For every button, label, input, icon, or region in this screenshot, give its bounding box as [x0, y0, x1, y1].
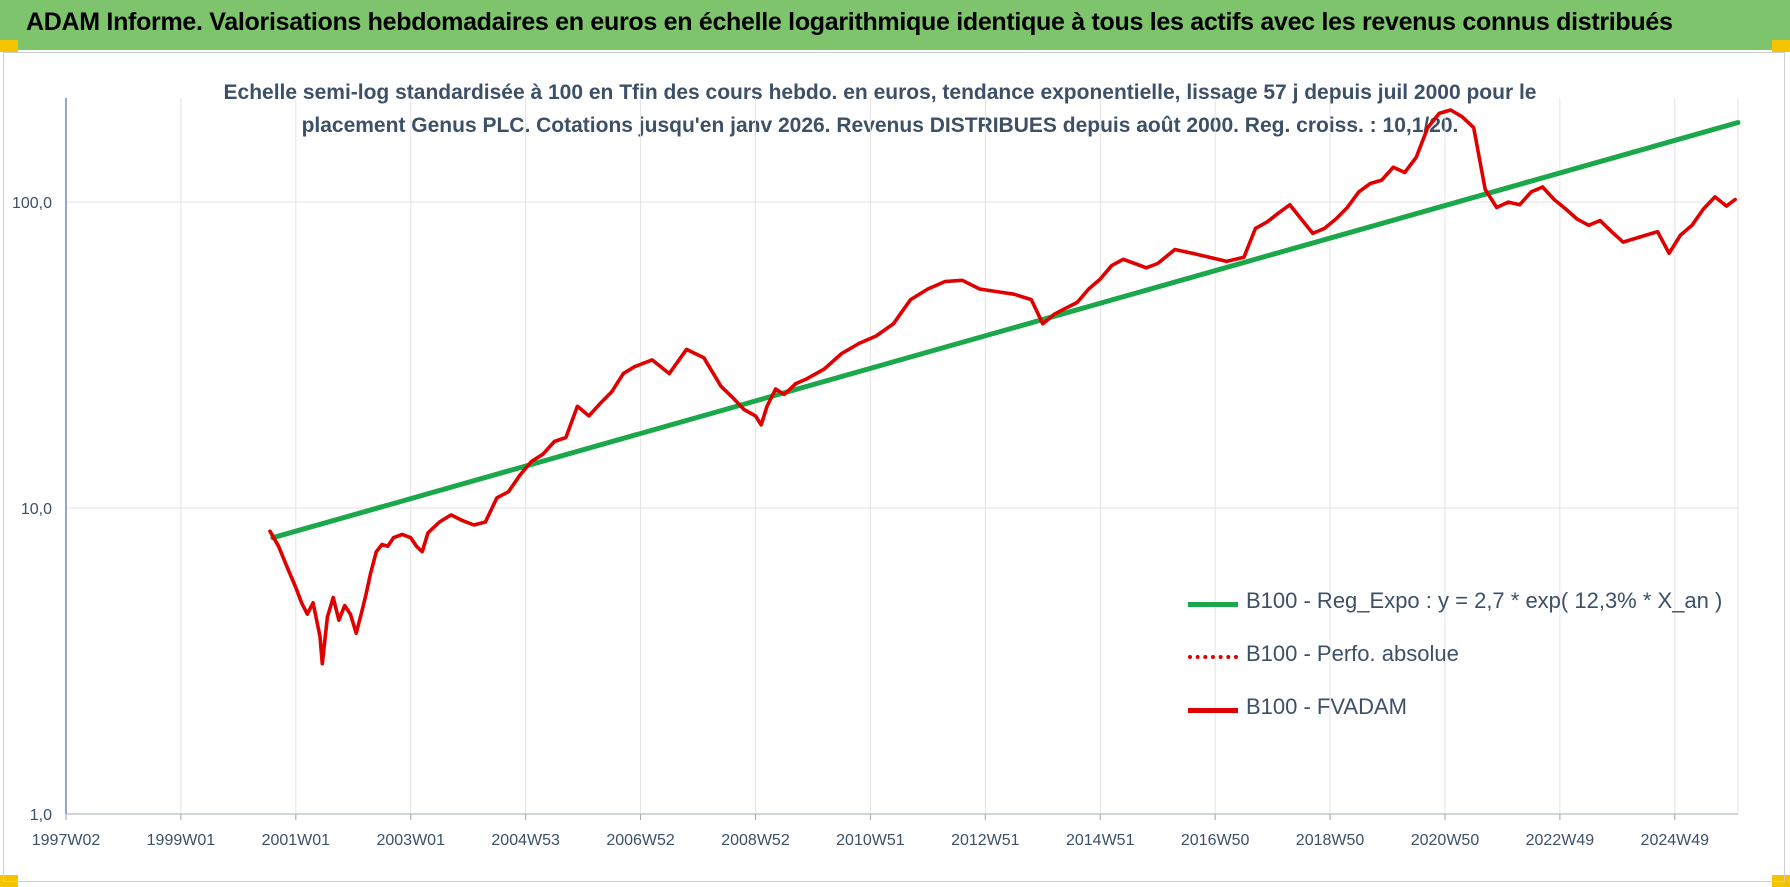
x-tick-label: 2024W49 — [1641, 832, 1710, 849]
y-tick-label: 100,0 — [12, 195, 52, 212]
header-bar: ADAM Informe. Valorisations hebdomadaire… — [0, 0, 1790, 50]
chart-subtitle-line-2: placement Genus PLC. Cotations jusqu'en … — [301, 114, 1459, 137]
legend-swatch-perfo — [1188, 655, 1238, 659]
header-title: ADAM Informe. Valorisations hebdomadaire… — [26, 8, 1673, 36]
legend-label-fvadam: B100 - FVADAM — [1246, 694, 1407, 719]
x-tick-label: 1999W01 — [147, 832, 216, 849]
x-tick-label: 2006W52 — [606, 832, 675, 849]
y-tick-label: 1,0 — [30, 807, 52, 824]
x-tick-label: 2001W01 — [262, 832, 331, 849]
x-tick-label: 2004W53 — [491, 832, 560, 849]
x-tick-label: 2010W51 — [836, 832, 905, 849]
x-tick-label: 2012W51 — [951, 832, 1020, 849]
legend-swatch-fvadam — [1188, 708, 1238, 713]
chart-frame — [3, 52, 1785, 882]
x-tick-label: 2018W50 — [1296, 832, 1365, 849]
x-tick-label: 2022W49 — [1526, 832, 1595, 849]
regression-line — [270, 120, 1741, 541]
x-tick-label: 2003W01 — [376, 832, 445, 849]
corner-marker — [0, 40, 18, 52]
x-tick-label: 2020W50 — [1411, 832, 1480, 849]
legend-label-perfo: B100 - Perfo. absolue — [1246, 641, 1459, 666]
chart-subtitle-line-1: Echelle semi-log standardisée à 100 en T… — [223, 81, 1537, 104]
corner-marker — [1772, 40, 1790, 52]
fvadam-line — [268, 108, 1737, 666]
x-tick-label: 2014W51 — [1066, 832, 1135, 849]
legend-label-regression: B100 - Reg_Expo : y = 2,7 * exp( 12,3% *… — [1246, 588, 1723, 613]
legend-swatch-regression — [1188, 602, 1238, 607]
x-tick-label: 1997W02 — [32, 832, 101, 849]
x-tick-label: 2016W50 — [1181, 832, 1250, 849]
chart-subtitle: Echelle semi-log standardisée à 100 en T… — [220, 76, 1540, 142]
x-tick-label: 2008W52 — [721, 832, 790, 849]
y-tick-label: 10,0 — [21, 501, 52, 518]
